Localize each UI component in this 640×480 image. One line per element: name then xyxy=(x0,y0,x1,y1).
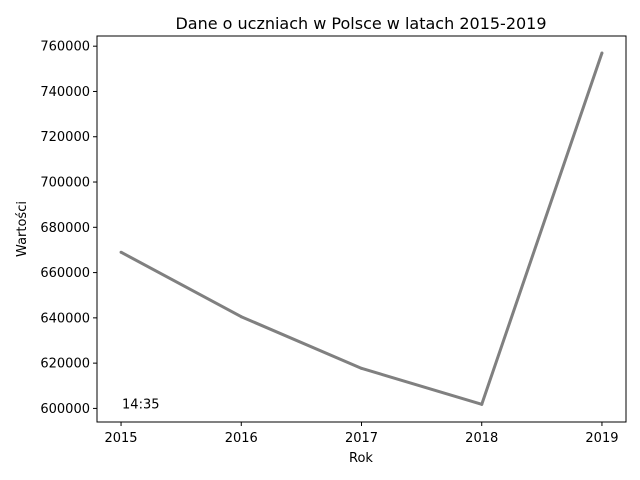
annotation-label: 14:35 xyxy=(122,397,159,412)
plot-area: 600000 620000 640000 660000 680000 700000 7200… xyxy=(40,40,618,446)
x-tick-label: 2016 xyxy=(225,431,258,446)
y-tick-label: 740000 xyxy=(40,85,90,100)
data-point xyxy=(600,51,604,55)
data-point xyxy=(360,366,363,370)
y-axis-title: Wartości xyxy=(15,201,30,257)
y-tick-label: 700000 xyxy=(40,176,90,191)
x-tick-label: 2017 xyxy=(345,431,378,446)
x-tick-label: 2015 xyxy=(104,431,137,446)
y-tick-label: 760000 xyxy=(40,40,90,55)
y-tick-label: 680000 xyxy=(40,221,90,236)
data-point xyxy=(239,315,243,319)
x-tick-label: 2018 xyxy=(465,431,498,446)
y-tick-label: 660000 xyxy=(40,266,90,281)
x-tick-label: 2019 xyxy=(585,431,618,446)
x-axis-title: Rok xyxy=(349,451,373,466)
chart-title: Dane o uczniach w Polsce w latach 2015-2… xyxy=(175,14,546,33)
y-tick-label: 620000 xyxy=(40,357,90,372)
y-tick-label: 640000 xyxy=(40,311,90,326)
data-point xyxy=(119,250,123,254)
y-tick-label: 720000 xyxy=(40,130,90,145)
y-tick-label: 600000 xyxy=(40,402,90,417)
data-point xyxy=(480,402,484,406)
plot-frame xyxy=(96,35,627,423)
